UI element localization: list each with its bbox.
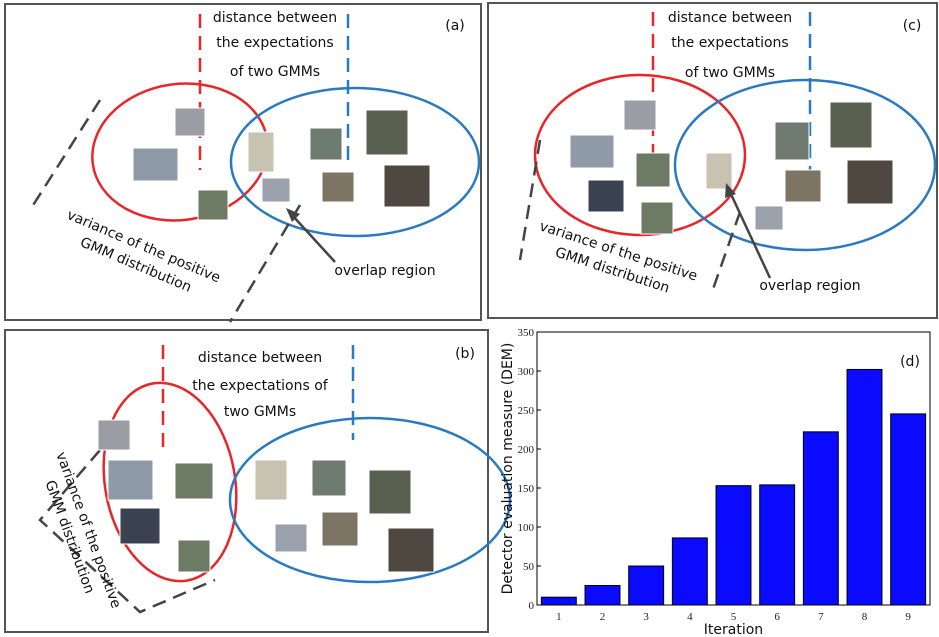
image [275, 524, 307, 552]
bar [760, 485, 795, 605]
y-tick-label: 300 [518, 366, 535, 378]
x-tick-label: 9 [905, 611, 911, 623]
variance-guide [520, 140, 540, 260]
distance-text: the expectations [216, 35, 333, 51]
image [108, 460, 153, 500]
bar [847, 369, 882, 605]
image [322, 512, 358, 546]
bar [585, 586, 620, 606]
image [175, 108, 205, 136]
x-tick-label: 4 [687, 611, 693, 623]
variance-guide [30, 100, 100, 210]
image [830, 102, 872, 148]
distance-text: distance between [668, 10, 792, 26]
image [98, 420, 130, 450]
image [624, 100, 656, 130]
image [847, 160, 893, 204]
y-tick-label: 350 [518, 327, 535, 339]
variance-guide [230, 205, 300, 322]
bar [629, 566, 664, 605]
image [120, 508, 160, 544]
variance-guide [712, 212, 740, 292]
bar [803, 432, 838, 605]
x-axis-label: Iteration [704, 622, 763, 637]
panel-c: distance between the expectations of two… [520, 10, 935, 304]
image [175, 463, 213, 499]
image [641, 202, 673, 234]
bar [716, 486, 751, 605]
image [366, 110, 408, 155]
bar [541, 597, 576, 605]
panel-label: (d) [900, 354, 920, 370]
image [322, 172, 354, 202]
image [310, 128, 342, 160]
image [248, 132, 274, 172]
distance-text: distance between [198, 350, 322, 366]
panel-label: (b) [455, 346, 475, 362]
distance-text: of two GMMs [230, 64, 320, 80]
image [636, 153, 670, 187]
bar [891, 414, 926, 605]
x-tick-label: 7 [818, 611, 824, 623]
image [588, 180, 624, 212]
image [262, 178, 290, 202]
panel-label: (a) [445, 18, 465, 34]
arrow [292, 215, 335, 262]
image [198, 190, 228, 220]
overlap-text: overlap region [334, 263, 435, 279]
image [133, 148, 178, 181]
distance-text: of two GMMs [685, 65, 775, 81]
y-tick-label: 100 [518, 522, 535, 534]
arrow [730, 192, 770, 278]
image [775, 122, 809, 160]
figure: distance between the expectations of two… [0, 0, 939, 637]
image [312, 460, 346, 496]
image [388, 528, 434, 572]
overlap-text: overlap region [759, 278, 860, 294]
bar [672, 538, 707, 605]
y-tick-label: 200 [518, 444, 535, 456]
x-tick-label: 1 [556, 611, 562, 623]
y-tick-label: 0 [529, 600, 535, 612]
distance-text: the expectations [671, 35, 788, 51]
image [255, 460, 287, 500]
y-tick-label: 150 [518, 483, 535, 495]
distance-text: two GMMs [224, 404, 296, 420]
panel-label: (c) [903, 18, 922, 34]
image [706, 153, 732, 189]
x-tick-label: 6 [774, 611, 780, 623]
image [755, 206, 783, 230]
image [369, 470, 411, 514]
x-tick-label: 2 [600, 611, 606, 623]
image [570, 135, 614, 168]
y-tick-label: 50 [523, 561, 535, 573]
y-tick-label: 250 [518, 405, 535, 417]
distance-text: distance between [213, 10, 337, 26]
image [384, 165, 430, 207]
y-axis-label: Detector evaluation measure (DEM) [500, 343, 516, 595]
distance-text: the expectations of [192, 378, 328, 394]
image [178, 540, 210, 572]
panel-a: distance between the expectations of two… [30, 10, 479, 322]
x-tick-label: 8 [862, 611, 868, 623]
panel-b: distance between the expectations of two… [34, 345, 510, 617]
x-tick-label: 3 [643, 611, 649, 623]
image [785, 170, 821, 202]
